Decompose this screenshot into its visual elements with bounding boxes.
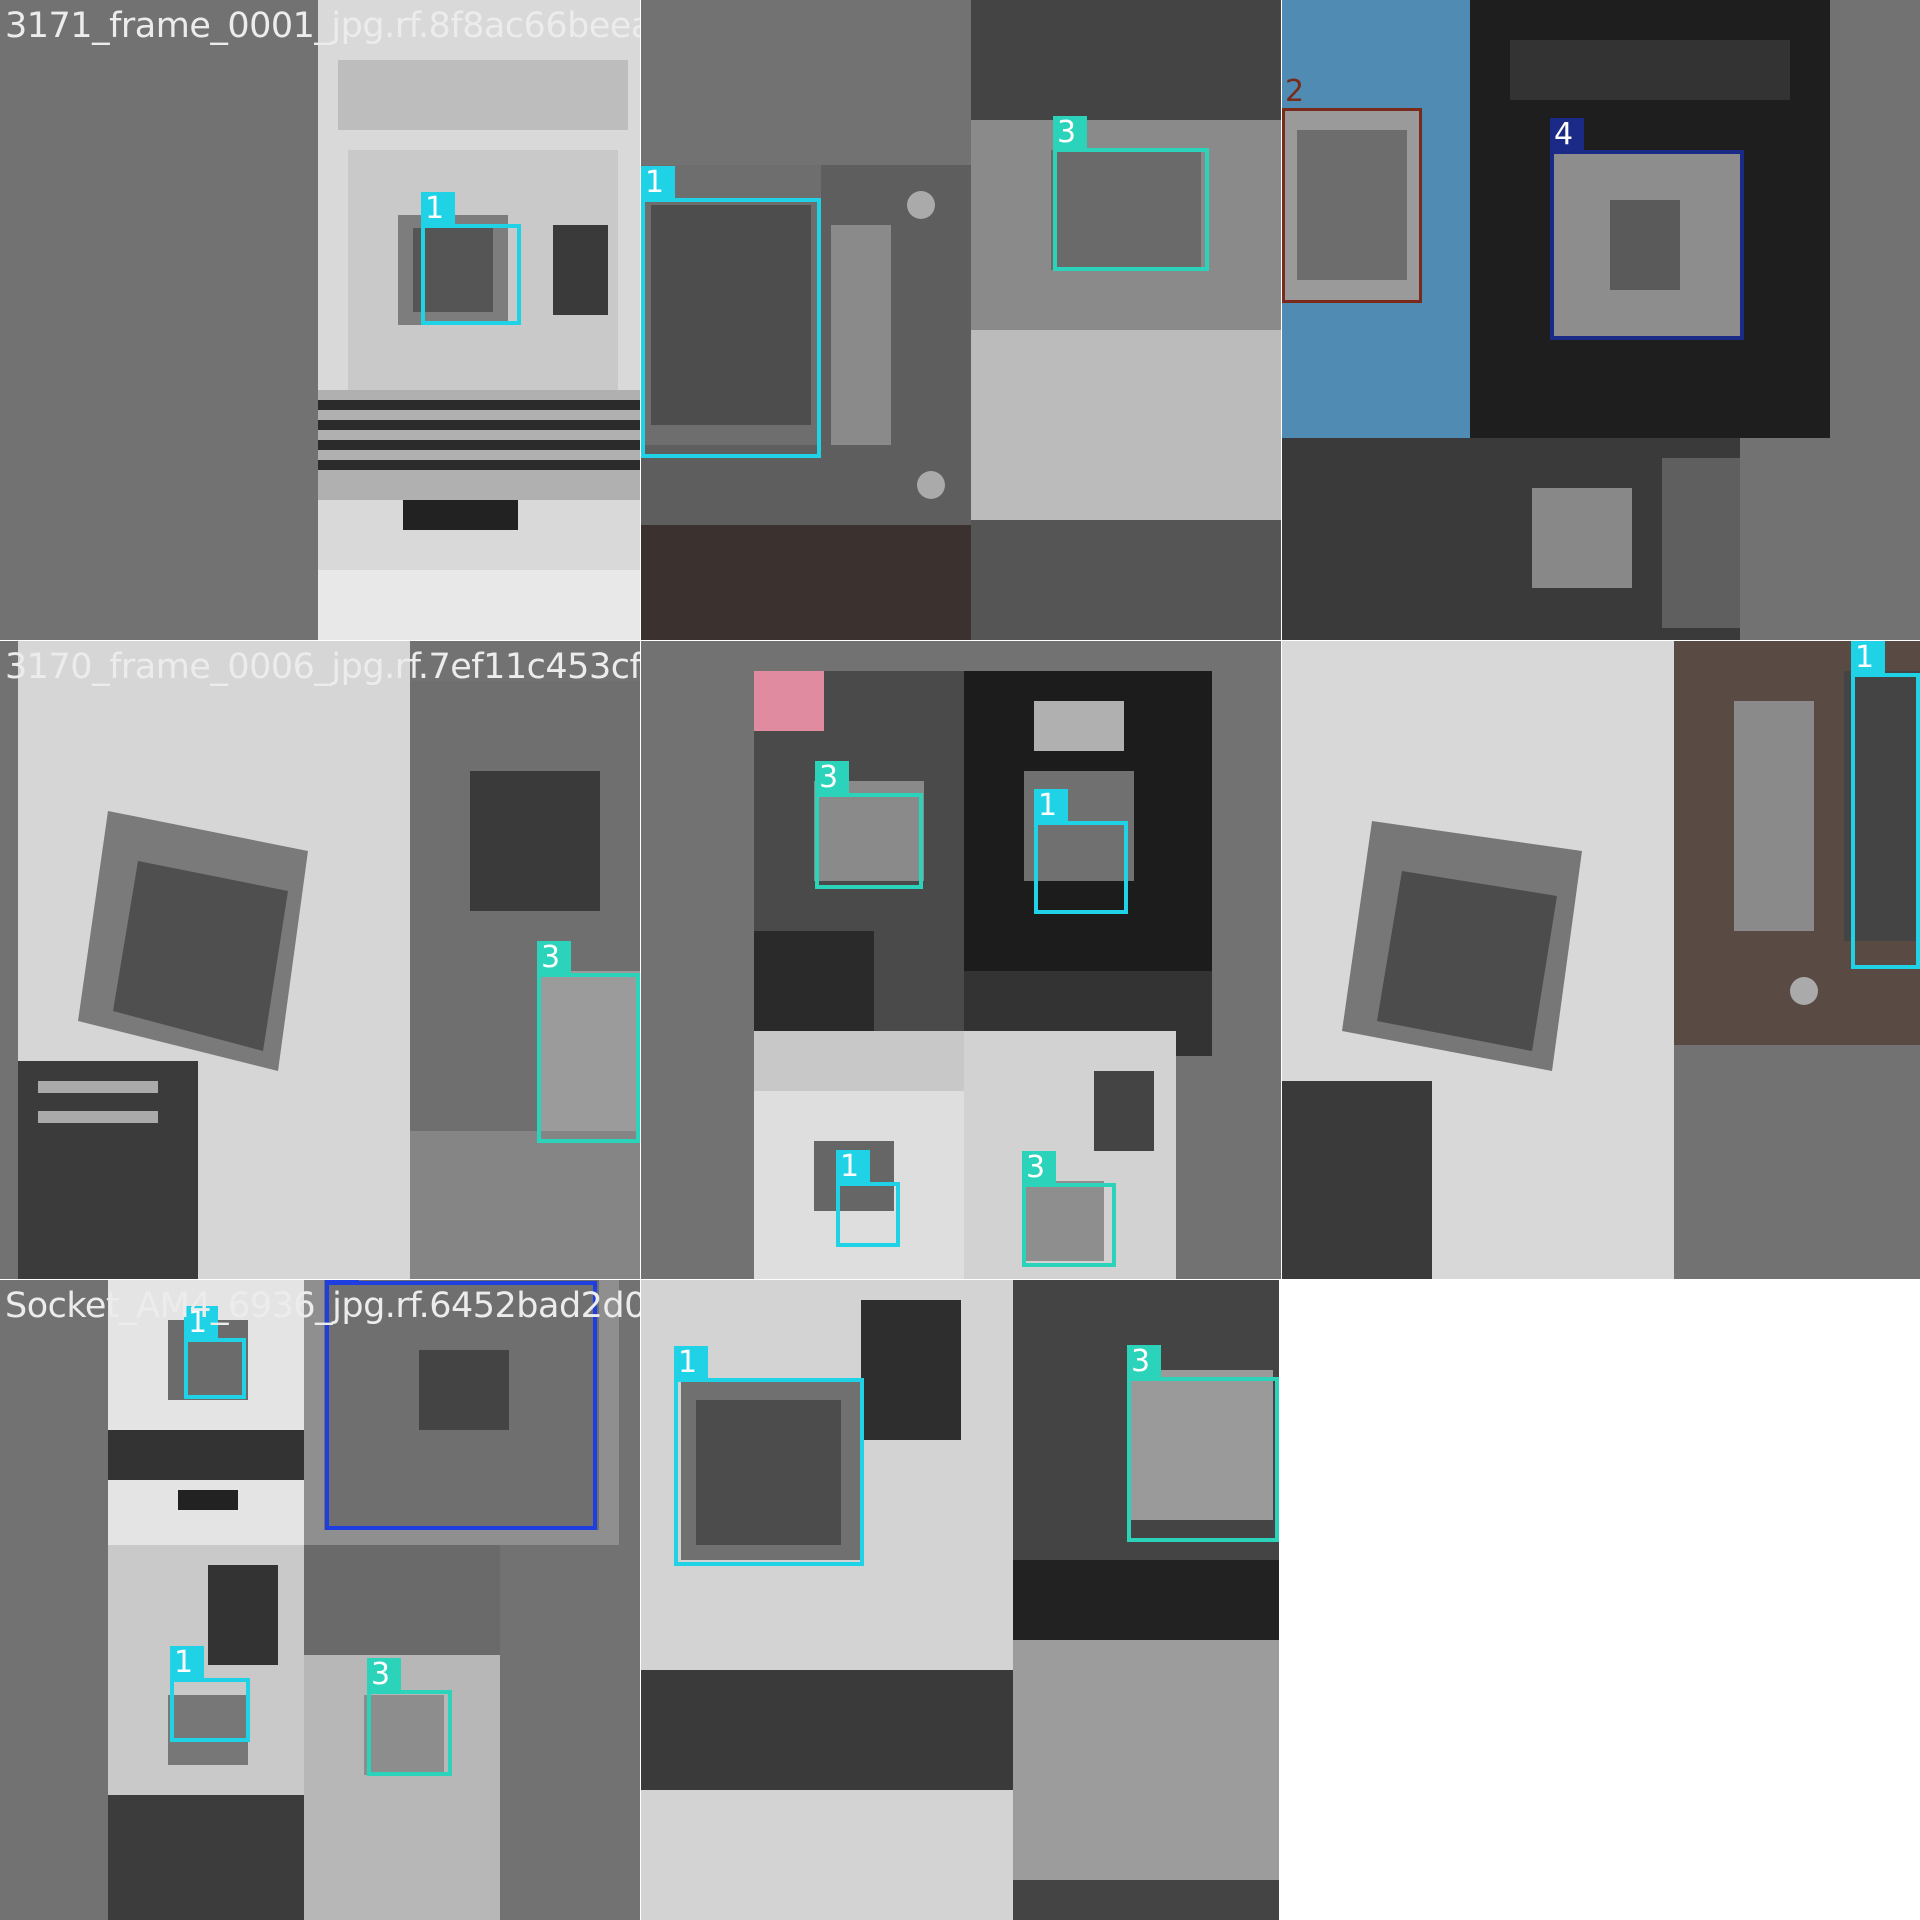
detection-box: 0 [325, 1280, 597, 1530]
class-label: 3 [1053, 116, 1087, 150]
class-label: 3 [815, 761, 849, 795]
motherboard-photo-white-7 [641, 1280, 1013, 1920]
class-label: 3 [1022, 1151, 1056, 1185]
cpu-pin-grid-photo [304, 1280, 619, 1545]
mosaic-tile-4: 3 3170_frame_0006_jpg.rf.7ef11c453cf9f62… [0, 641, 640, 1279]
motherboard-photo-white-5 [108, 1545, 304, 1920]
detection-box: 4 [1550, 118, 1744, 340]
class-label: 3 [1127, 1345, 1161, 1379]
motherboard-photo-white [318, 0, 640, 640]
mosaic-tile-3: 2 4 [1282, 0, 1920, 640]
mosaic-tile-7: 1 0 1 3 Socket_AM4_6936_jpg.rf.6452bad2d… [0, 1280, 640, 1920]
class-label: 2 [1285, 74, 1305, 109]
detection-box: 1 [641, 166, 821, 458]
socket-photo-dark [971, 0, 1281, 640]
detection-box: 2 [1282, 75, 1422, 303]
detection-box: 3 [1053, 116, 1209, 271]
detection-box: 1 [836, 1150, 900, 1247]
mosaic-tile-6: 1 [1282, 641, 1920, 1279]
class-label: 0 [325, 1280, 359, 1283]
class-label: 1 [836, 1150, 870, 1184]
class-label: 4 [1550, 118, 1584, 152]
detection-box: 3 [367, 1658, 452, 1776]
class-label: 1 [170, 1646, 204, 1680]
socket-photo-white-angled [18, 641, 410, 1279]
socket-closeup-photo [641, 165, 971, 640]
mosaic-tile-1: 1 3171_frame_0001_jpg.rf.8f8ac66beeaRe3i… [0, 0, 640, 640]
class-label: 1 [1034, 789, 1068, 823]
class-label: 3 [537, 941, 571, 975]
socket-photo-white-angled-2 [1282, 641, 1674, 1279]
motherboard-photo-white-3 [964, 1031, 1176, 1279]
detection-box: 1 [674, 1346, 864, 1566]
class-label: 3 [367, 1658, 401, 1692]
socket-photo-dark-2 [1013, 1280, 1279, 1920]
class-label: 1 [674, 1346, 708, 1380]
motherboard-photo-white-6 [304, 1545, 500, 1920]
motherboard-photo-black [1470, 0, 1830, 438]
mosaic-tile-5: 3 1 1 3 [641, 641, 1281, 1279]
detection-box: 3 [1022, 1151, 1116, 1267]
detection-box: 3 [815, 761, 923, 889]
detection-box: 1 [170, 1646, 250, 1742]
motherboard-photo-white-4 [108, 1280, 304, 1545]
class-label: 1 [1851, 641, 1885, 675]
mosaic-tile-8: 1 3 [641, 1280, 1279, 1920]
detection-box: 1 [1851, 641, 1920, 969]
socket-photo-gray [410, 681, 640, 1279]
socket-closeup-photo-2 [1674, 641, 1920, 1045]
detection-box: 3 [1127, 1345, 1279, 1542]
detection-box: 1 [421, 192, 521, 325]
detection-box: 3 [537, 941, 640, 1143]
class-label: 1 [641, 166, 675, 200]
class-label: 1 [184, 1306, 218, 1340]
motherboard-photo-gray [1282, 438, 1740, 640]
mosaic-tile-2: 1 3 [641, 0, 1281, 640]
motherboard-photo-blue [1282, 0, 1470, 440]
motherboard-photo-black-2 [964, 671, 1212, 1056]
detection-box: 1 [1034, 789, 1128, 914]
detection-box: 1 [184, 1306, 246, 1399]
class-label: 1 [421, 192, 455, 226]
